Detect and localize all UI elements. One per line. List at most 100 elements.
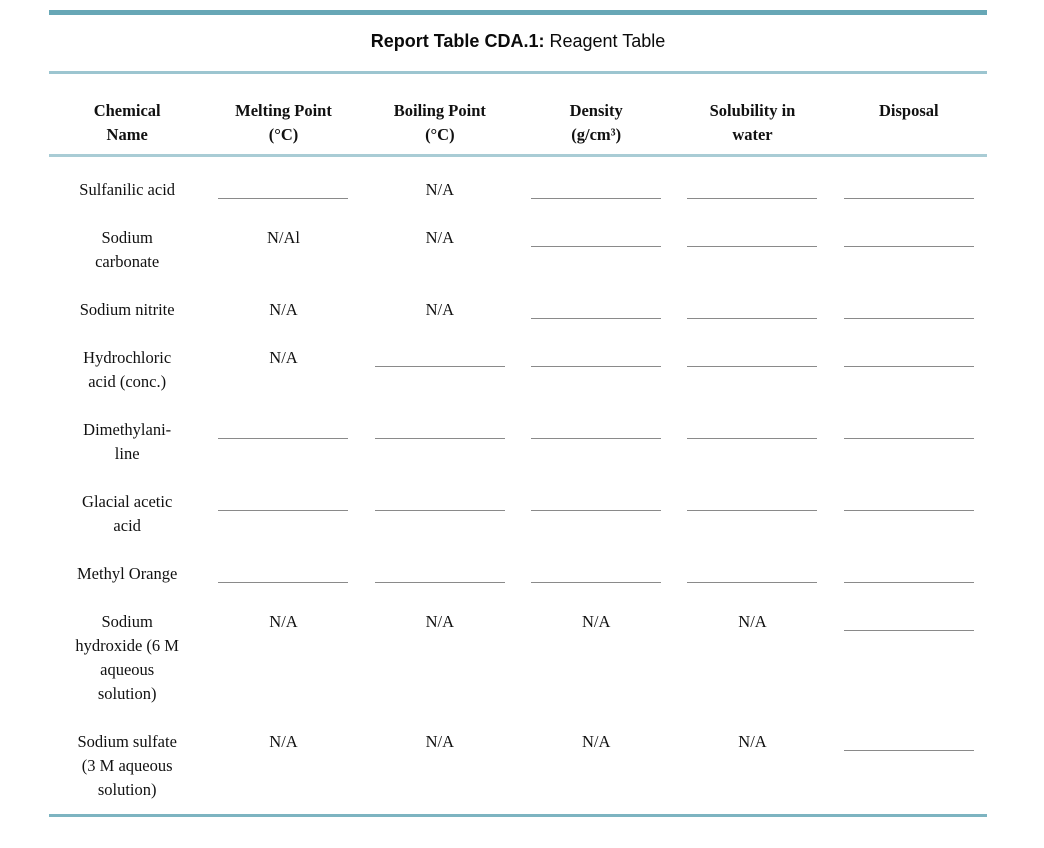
chemical-name-line: solution): [97, 779, 157, 799]
table-row: Sodium nitrite N/A N/A: [49, 298, 987, 322]
fill-in-blank-line: [843, 563, 974, 583]
table-row: Glacial acetic acid: [49, 490, 987, 538]
value-cell: [831, 730, 987, 802]
value-cell: N/A: [425, 179, 455, 199]
value-cell: [831, 418, 987, 466]
chemical-name-line: Glacial acetic: [82, 491, 173, 511]
table-row: Sulfanilic acid N/A: [49, 178, 987, 202]
fill-in-blank-line: [843, 347, 974, 367]
chemical-name-line: acid: [113, 515, 141, 535]
chemical-name-line: Sodium nitrite: [79, 299, 175, 319]
value-cell: [205, 178, 361, 202]
chemical-name-line: solution): [97, 683, 157, 703]
value-cell: [205, 490, 361, 538]
value-cell: [674, 490, 830, 538]
value-cell: N/A: [425, 611, 455, 631]
chemical-name-cell: Hydrochloric acid (conc.): [49, 346, 205, 394]
value-cell: [362, 562, 518, 586]
chemical-name-cell: Sodium carbonate: [49, 226, 205, 274]
value-cell: [674, 178, 830, 202]
fill-in-blank-line: [843, 491, 974, 511]
fill-in-blank-line: [687, 299, 818, 319]
fill-in-blank-line: [531, 563, 662, 583]
table-row: Dimethylani-line: [49, 418, 987, 466]
value-cell: [674, 562, 830, 586]
chemical-name-line: Hydrochloric: [83, 347, 172, 367]
column-header-line: Chemical: [93, 101, 161, 120]
value-cell: N/A: [269, 611, 298, 631]
table-body: Sulfanilic acid N/A Sodium carbonate N/Al N/A…: [49, 178, 987, 802]
fill-in-blank-line: [531, 179, 662, 199]
chemical-name-line: hydroxide (6 M: [75, 635, 179, 655]
column-header-disposal: Disposal: [831, 99, 987, 147]
value-cell: [831, 490, 987, 538]
value-cell: [518, 178, 674, 202]
value-cell: [831, 346, 987, 394]
column-header-solubility: Solubility in water: [674, 99, 830, 147]
fill-in-blank-line: [531, 347, 662, 367]
value-cell: N/Al: [266, 227, 300, 247]
column-header-line: Name: [106, 125, 148, 144]
chemical-name-line: Dimethylani-: [83, 419, 172, 439]
table-row: Hydrochloric acid (conc.) N/A: [49, 346, 987, 394]
value-cell: [518, 346, 674, 394]
table-row: Sodium carbonate N/Al N/A: [49, 226, 987, 274]
value-cell: [362, 346, 518, 394]
fill-in-blank-line: [531, 419, 662, 439]
fill-in-blank-line: [843, 419, 974, 439]
chemical-name-line: Sulfanilic acid: [79, 179, 176, 199]
chemical-name-line: Sodium sulfate: [77, 731, 177, 751]
value-cell: [831, 298, 987, 322]
value-cell: N/A: [581, 611, 611, 631]
value-cell: [674, 226, 830, 274]
value-cell: [205, 418, 361, 466]
fill-in-blank-line: [843, 179, 974, 199]
fill-in-blank-line: [687, 491, 818, 511]
column-header-line: Boiling Point: [393, 101, 486, 120]
column-header-line: (°C): [425, 125, 455, 144]
column-header-density: Density (g/cm³): [518, 99, 674, 147]
fill-in-blank-line: [531, 299, 662, 319]
table-header-row: Chemical Name Melting Point (°C) Boiling Poi…: [49, 99, 987, 147]
fill-in-blank-line: [218, 179, 349, 199]
fill-in-blank-line: [218, 563, 349, 583]
value-cell: [362, 418, 518, 466]
chemical-name-line: line: [114, 443, 140, 463]
value-cell: [518, 226, 674, 274]
value-cell: [674, 418, 830, 466]
table-row: Sodium sulfate (3 M aqueous solution) N/A N/…: [49, 730, 987, 802]
value-cell: N/A: [425, 227, 455, 247]
chemical-name-cell: Dimethylani-line: [49, 418, 205, 466]
chemical-name-line: Sodium: [101, 227, 153, 247]
value-cell: N/A: [269, 731, 298, 751]
column-header-boiling-point: Boiling Point (°C): [362, 99, 518, 147]
bottom-rule: [49, 813, 987, 817]
column-header-line: Melting Point: [235, 101, 332, 120]
fill-in-blank-line: [843, 611, 974, 631]
fill-in-blank-line: [843, 299, 974, 319]
chemical-name-cell: Methyl Orange: [49, 562, 205, 586]
fill-in-blank-line: [374, 563, 505, 583]
chemical-name-cell: Sodium hydroxide (6 M aqueous solution): [49, 610, 205, 706]
value-cell: [674, 346, 830, 394]
column-header-melting-point: Melting Point (°C): [205, 99, 361, 147]
chemical-name-cell: Sulfanilic acid: [49, 178, 205, 202]
report-title-label: Report Table CDA.1:: [370, 31, 545, 51]
value-cell: [831, 178, 987, 202]
value-cell: N/A: [581, 731, 611, 751]
column-header-line: Solubility in: [709, 101, 796, 120]
fill-in-blank-line: [531, 227, 662, 247]
column-header-line: (°C): [268, 125, 299, 144]
fill-in-blank-line: [374, 419, 505, 439]
value-cell: [831, 226, 987, 274]
chemical-name-cell: Sodium sulfate (3 M aqueous solution): [49, 730, 205, 802]
value-cell: [518, 418, 674, 466]
table-row: Sodium hydroxide (6 M aqueous solution) N/A N…: [49, 610, 987, 706]
fill-in-blank-line: [687, 179, 818, 199]
table-row: Methyl Orange: [49, 562, 987, 586]
fill-in-blank-line: [531, 491, 662, 511]
column-header-line: (g/cm³): [571, 125, 622, 144]
fill-in-blank-line: [687, 563, 818, 583]
chemical-name-line: Methyl Orange: [76, 563, 178, 583]
